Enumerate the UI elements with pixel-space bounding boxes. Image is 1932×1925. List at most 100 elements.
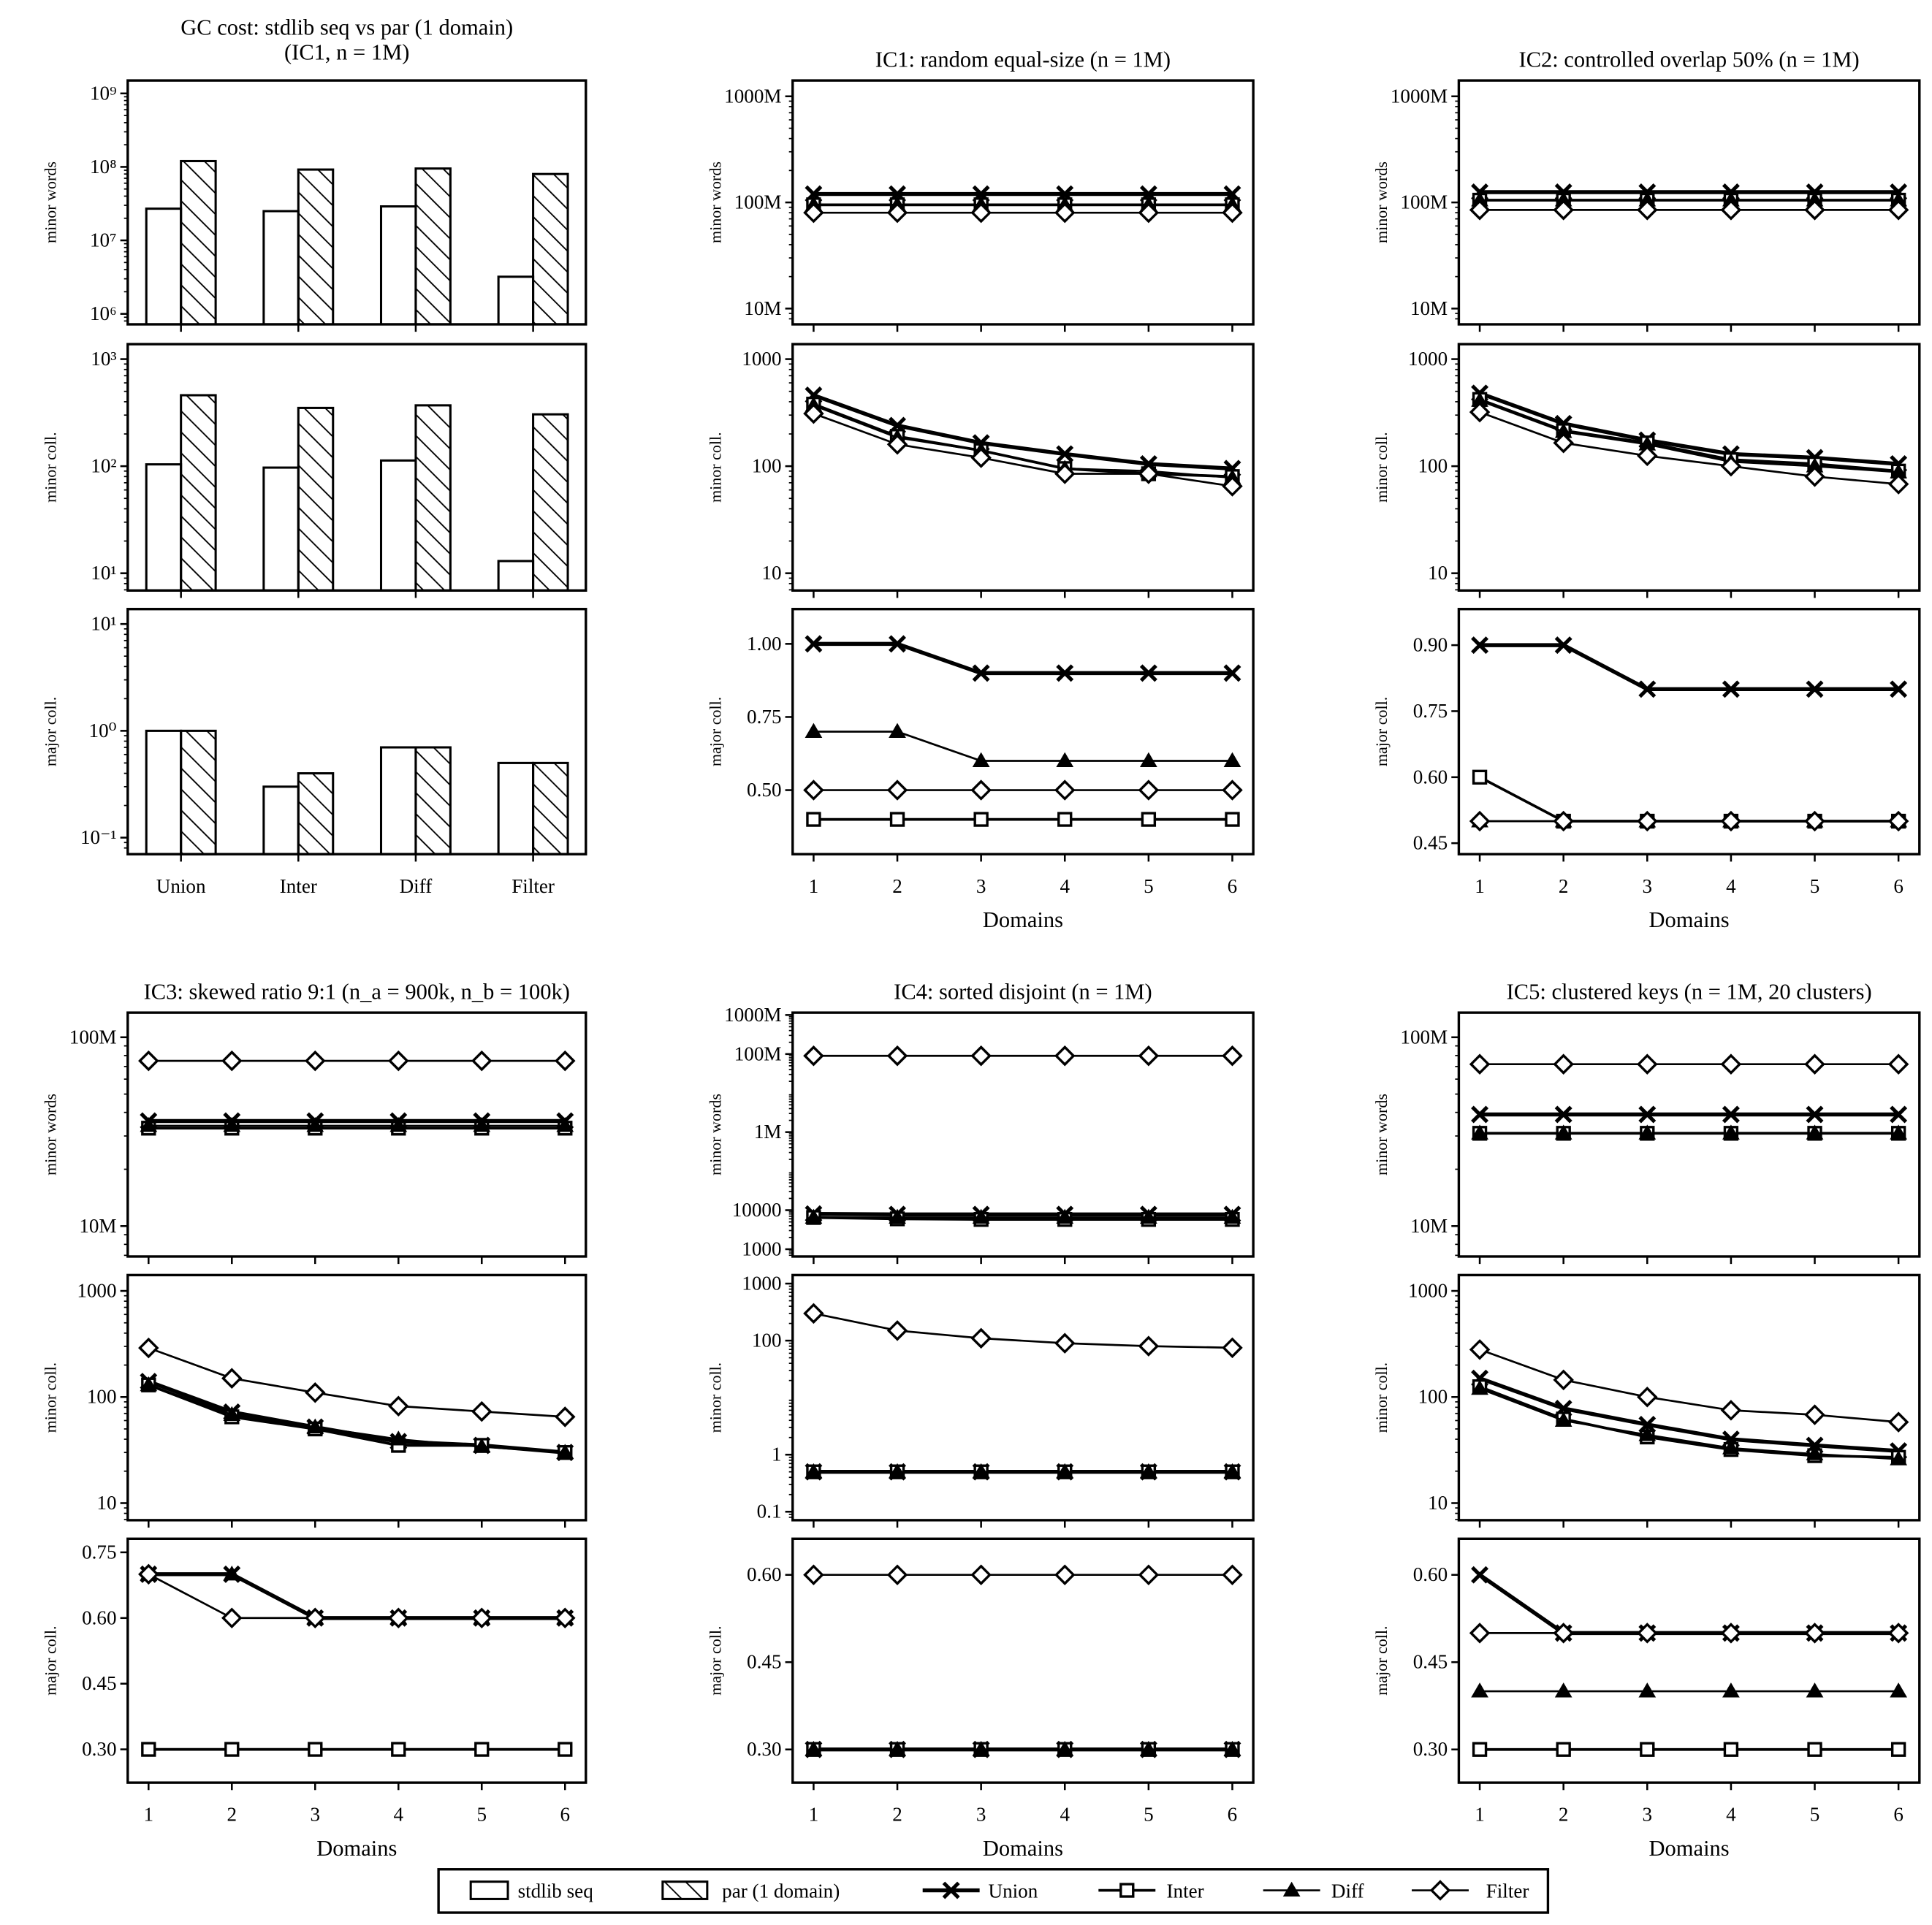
series-line-diff (813, 731, 1233, 762)
legend-entry-filter: Filter (1412, 1880, 1529, 1902)
bar-seq-inter (262, 785, 300, 855)
plots: GC cost: stdlib seq vs par (1 domain)(IC… (42, 15, 1921, 1861)
point-filter (555, 1050, 576, 1072)
y-tick-label: 0.75 (82, 1541, 116, 1563)
point-filter (1804, 199, 1825, 221)
series-line-inter (1479, 1385, 1899, 1459)
y-tick-label: 10000 (732, 1199, 782, 1221)
point-filter (1553, 1623, 1574, 1644)
point-diff (889, 1208, 906, 1224)
point-diff (1554, 1682, 1572, 1698)
point-filter (1637, 445, 1658, 467)
series-diff (1471, 1379, 1907, 1465)
point-filter (1222, 779, 1243, 801)
y-tick-label: 1M (754, 1121, 782, 1143)
point-filter (803, 1564, 824, 1585)
series-line-filter (1479, 411, 1899, 486)
series-diff (805, 396, 1241, 484)
point-inter (1807, 1742, 1822, 1757)
y-axis-label: minor words (1372, 161, 1391, 243)
series-inter (1472, 1742, 1906, 1757)
point-diff (889, 723, 906, 738)
series-union (805, 185, 1241, 203)
x-axis-label: Domains (1649, 1836, 1730, 1861)
y-tick-label: 10⁷ (90, 229, 117, 251)
y-tick-label: 10 (1428, 562, 1448, 584)
point-union (1554, 636, 1572, 655)
x-tick-label: 2 (227, 1804, 237, 1826)
point-filter (886, 1045, 908, 1067)
bar-par-diff (414, 404, 452, 592)
series-line-filter (813, 412, 1233, 487)
point-filter (1720, 810, 1742, 832)
y-tick-label: 0.45 (82, 1672, 116, 1694)
point-union (1638, 1105, 1657, 1124)
point-filter (1054, 1333, 1076, 1354)
series-union (1471, 384, 1908, 473)
y-axis-label: minor words (42, 1094, 60, 1175)
series-line-union (148, 1379, 566, 1455)
x-tick-label: 6 (1893, 1804, 1904, 1826)
bar-seq-diff (379, 205, 417, 326)
y-axis-label: major coll. (1372, 697, 1391, 766)
point-diff (1140, 1208, 1157, 1224)
point-filter (1637, 1623, 1658, 1644)
subplot-major-coll-: 0.30 0.45 0.60 0.75 major coll. 1 2 3 4 5 6 Domains (42, 1537, 587, 1861)
axes-frame (1457, 1537, 1921, 1784)
axes-frame (1457, 79, 1921, 326)
point-union (1722, 680, 1740, 698)
point-diff (1806, 1682, 1824, 1698)
series-union (1471, 183, 1908, 201)
point-diff (1471, 392, 1488, 407)
point-filter (305, 1607, 326, 1629)
legend-marker-filter (1429, 1880, 1451, 1901)
axes-frame (1457, 343, 1921, 592)
point-diff (1806, 191, 1824, 207)
point-filter (1054, 463, 1076, 484)
point-filter (1887, 1623, 1909, 1644)
point-diff (473, 1438, 491, 1453)
x-tick-label: 2 (892, 875, 902, 897)
series-line-diff (148, 1384, 566, 1454)
point-filter (1222, 202, 1243, 224)
x-tick-label: 3 (311, 1804, 321, 1826)
chart-title: IC3: skewed ratio 9:1 (n_a = 900k, n_b =… (144, 979, 570, 1004)
series-line-union (813, 641, 1233, 676)
y-tick-label: 10M (79, 1215, 116, 1237)
point-diff (140, 1117, 158, 1132)
point-union (1638, 680, 1657, 698)
point-diff (1638, 191, 1657, 207)
subplot-minor-words: 10M 100M minor words (42, 1011, 587, 1265)
y-tick-label: 0.60 (1413, 766, 1448, 788)
point-filter (1637, 1053, 1658, 1075)
y-axis-label: minor coll. (706, 1362, 724, 1433)
point-union (889, 635, 906, 653)
point-filter (970, 1564, 992, 1585)
subplot-minor-coll-: 10 100 1000 minor coll. (1372, 1273, 1921, 1528)
axes-frame (791, 1011, 1255, 1258)
x-tick-label: 4 (1060, 875, 1070, 897)
point-filter (1720, 199, 1742, 221)
y-tick-label: 10 (761, 562, 781, 584)
x-tick-label: Union (156, 875, 206, 897)
point-union (1890, 1105, 1908, 1124)
point-filter (1637, 810, 1658, 832)
point-diff (1223, 752, 1241, 767)
point-diff (556, 1117, 574, 1132)
chart-1: GC cost: stdlib seq vs par (1 domain)(IC… (42, 15, 587, 897)
series-inter (141, 1377, 573, 1460)
point-union (1056, 664, 1074, 682)
y-tick-label: 0.60 (747, 1563, 781, 1585)
y-tick-label: 1000M (724, 85, 781, 107)
series-union (805, 386, 1241, 478)
point-inter (889, 812, 905, 827)
point-filter (1804, 466, 1825, 487)
point-diff (1223, 1740, 1241, 1756)
y-tick-label: 10¹ (91, 613, 116, 635)
point-diff (1056, 1740, 1074, 1756)
axes-frame (791, 1537, 1255, 1784)
series-filter (803, 202, 1243, 224)
point-diff (1890, 1682, 1907, 1698)
x-tick-label: 5 (1810, 875, 1820, 897)
point-filter (970, 1045, 992, 1067)
